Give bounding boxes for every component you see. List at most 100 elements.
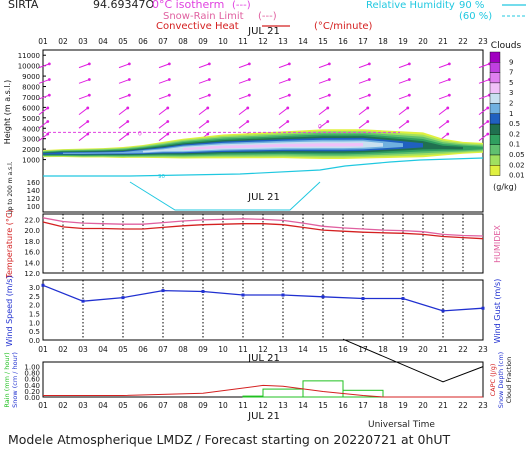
- rain-hour-tick-12: 12: [258, 401, 268, 410]
- top-hour-tick-23: 23: [478, 37, 488, 46]
- wind-arrow-head: [166, 132, 170, 136]
- wind-arrow: [158, 107, 169, 116]
- wind-ytick-1.0: 1.0: [29, 319, 40, 327]
- legend-title: Clouds: [491, 41, 522, 51]
- cloud-ytick-11000: 11000: [18, 52, 40, 60]
- wind-ytick-3.0: 3.0: [29, 284, 40, 292]
- isotherm-mark-2: 0: [318, 123, 322, 130]
- rh-60-line: [129, 181, 321, 211]
- wind-arrow: [318, 79, 330, 84]
- wind-hour-tick-12: 12: [258, 345, 268, 354]
- wind-arrow: [478, 79, 490, 84]
- snow-rain-units: (---): [258, 11, 277, 22]
- wind-arrow: [118, 94, 130, 100]
- site-name: SIRTA: [8, 0, 39, 11]
- top-hour-tick-16: 16: [338, 37, 348, 46]
- rain-hour-tick-21: 21: [438, 401, 448, 410]
- temp-ytick-14.0: 14.0: [24, 259, 40, 267]
- legend-level-1: 1: [509, 110, 513, 118]
- rain-hour-tick-06: 06: [138, 401, 148, 410]
- wind-arrow: [438, 79, 450, 84]
- wind-hour-tick-01: 01: [38, 345, 48, 354]
- rain-hour-tick-04: 04: [98, 401, 108, 410]
- wind-arrow-head: [87, 93, 91, 97]
- wind-arrow: [438, 63, 450, 69]
- cloud-low-ytick-120: 120: [27, 195, 40, 203]
- wind-arrow-head: [407, 62, 411, 66]
- rain-hour-tick-13: 13: [278, 401, 288, 410]
- wind-arrow: [118, 121, 129, 129]
- top-hour-tick-05: 05: [118, 37, 128, 46]
- top-hour-tick-11: 11: [238, 37, 248, 46]
- wind-arrow: [318, 63, 330, 69]
- wind-point: [481, 306, 485, 310]
- wind-arrow-head: [446, 106, 450, 110]
- wind-arrow: [238, 107, 249, 116]
- temp-ytick-20.0: 20.0: [24, 227, 40, 235]
- wind-ytick-0.5: 0.5: [29, 328, 40, 336]
- series-capc: [43, 384, 483, 398]
- wind-arrow-head: [327, 78, 331, 81]
- series-wind: [42, 284, 484, 312]
- wind-arrow: [358, 94, 370, 100]
- wind-point: [361, 297, 365, 301]
- rain-hour-tick-08: 08: [178, 401, 188, 410]
- wind-arrow: [478, 63, 490, 69]
- cloud-ytick-9000: 9000: [22, 73, 40, 81]
- rain-hour-tick-15: 15: [318, 401, 328, 410]
- wind-arrow-head: [447, 93, 451, 97]
- wind-arrow: [158, 94, 170, 100]
- wind-arrow-head: [287, 62, 291, 66]
- top-hour-tick-17: 17: [358, 37, 368, 46]
- wind-arrow-head: [486, 120, 490, 123]
- cloud-panel: 1100010000900080007000600050004000300020…: [18, 49, 491, 213]
- cloud-lower-ylabel: Up to 200 m a.s.l.: [7, 161, 14, 214]
- wind-arrow: [478, 133, 489, 142]
- rain-hour-tick-16: 16: [338, 401, 348, 410]
- wind-arrow: [158, 79, 170, 84]
- series-cloud-fraction: [342, 338, 484, 383]
- wind-point: [401, 297, 405, 301]
- wind-arrow: [38, 94, 50, 100]
- wind-arrow-head: [126, 132, 130, 136]
- wind-point: [241, 293, 245, 297]
- wind-arrow-head: [286, 106, 290, 110]
- rain-ytick-0.00: 0.00: [24, 394, 40, 402]
- wind-panel: 3.02.52.01.51.00.50.001 02 03 04 05 06 07 08 09 1…: [29, 279, 488, 364]
- cloud-ytick-3000: 3000: [22, 136, 40, 144]
- rh-label: Relative Humidity: [366, 0, 455, 11]
- wind-arrow: [38, 63, 50, 69]
- wind-arrow-head: [167, 93, 171, 97]
- wind-arrow-head: [206, 106, 210, 110]
- top-hour-tick-19: 19: [398, 37, 408, 46]
- wind-arrow: [38, 107, 49, 116]
- legend-level-2: 2: [509, 100, 513, 108]
- cloud-low-ytick-160: 160: [27, 179, 40, 187]
- wind-arrow: [478, 107, 489, 116]
- rain-hour-tick-02: 02: [58, 401, 68, 410]
- wind-arrow: [78, 133, 89, 142]
- date-label-bottom: JUL 21: [247, 411, 280, 422]
- site-coords: 94.69347O: [93, 0, 154, 11]
- legend-level-7: 7: [509, 69, 513, 77]
- rain-hour-tick-11: 11: [238, 401, 248, 410]
- wind-arrow: [38, 121, 49, 129]
- wind-arrow: [398, 121, 409, 129]
- wind-arrow: [198, 79, 210, 84]
- wind-hour-tick-15: 15: [318, 345, 328, 354]
- rain-ytick-0.60: 0.60: [24, 376, 40, 384]
- wind-arrow-head: [367, 78, 371, 81]
- rain-ytick-0.20: 0.20: [24, 388, 40, 396]
- rain-bar-0: [242, 395, 264, 398]
- legend-swatch-6: [489, 113, 501, 125]
- wind-arrow-head: [326, 106, 330, 110]
- rh-90-line: [43, 157, 484, 177]
- cloud-low-ytick-140: 140: [27, 187, 40, 195]
- legend-level-0.02: 0.02: [509, 161, 525, 169]
- top-hour-tick-09: 09: [198, 37, 208, 46]
- legend-units: (g/kg): [493, 183, 517, 192]
- temp-ylabel: Temperature (°C): [5, 209, 14, 279]
- cloud-ytick-8000: 8000: [22, 84, 40, 92]
- wind-arrow-head: [446, 120, 450, 123]
- legend-level-0.1: 0.1: [509, 141, 520, 149]
